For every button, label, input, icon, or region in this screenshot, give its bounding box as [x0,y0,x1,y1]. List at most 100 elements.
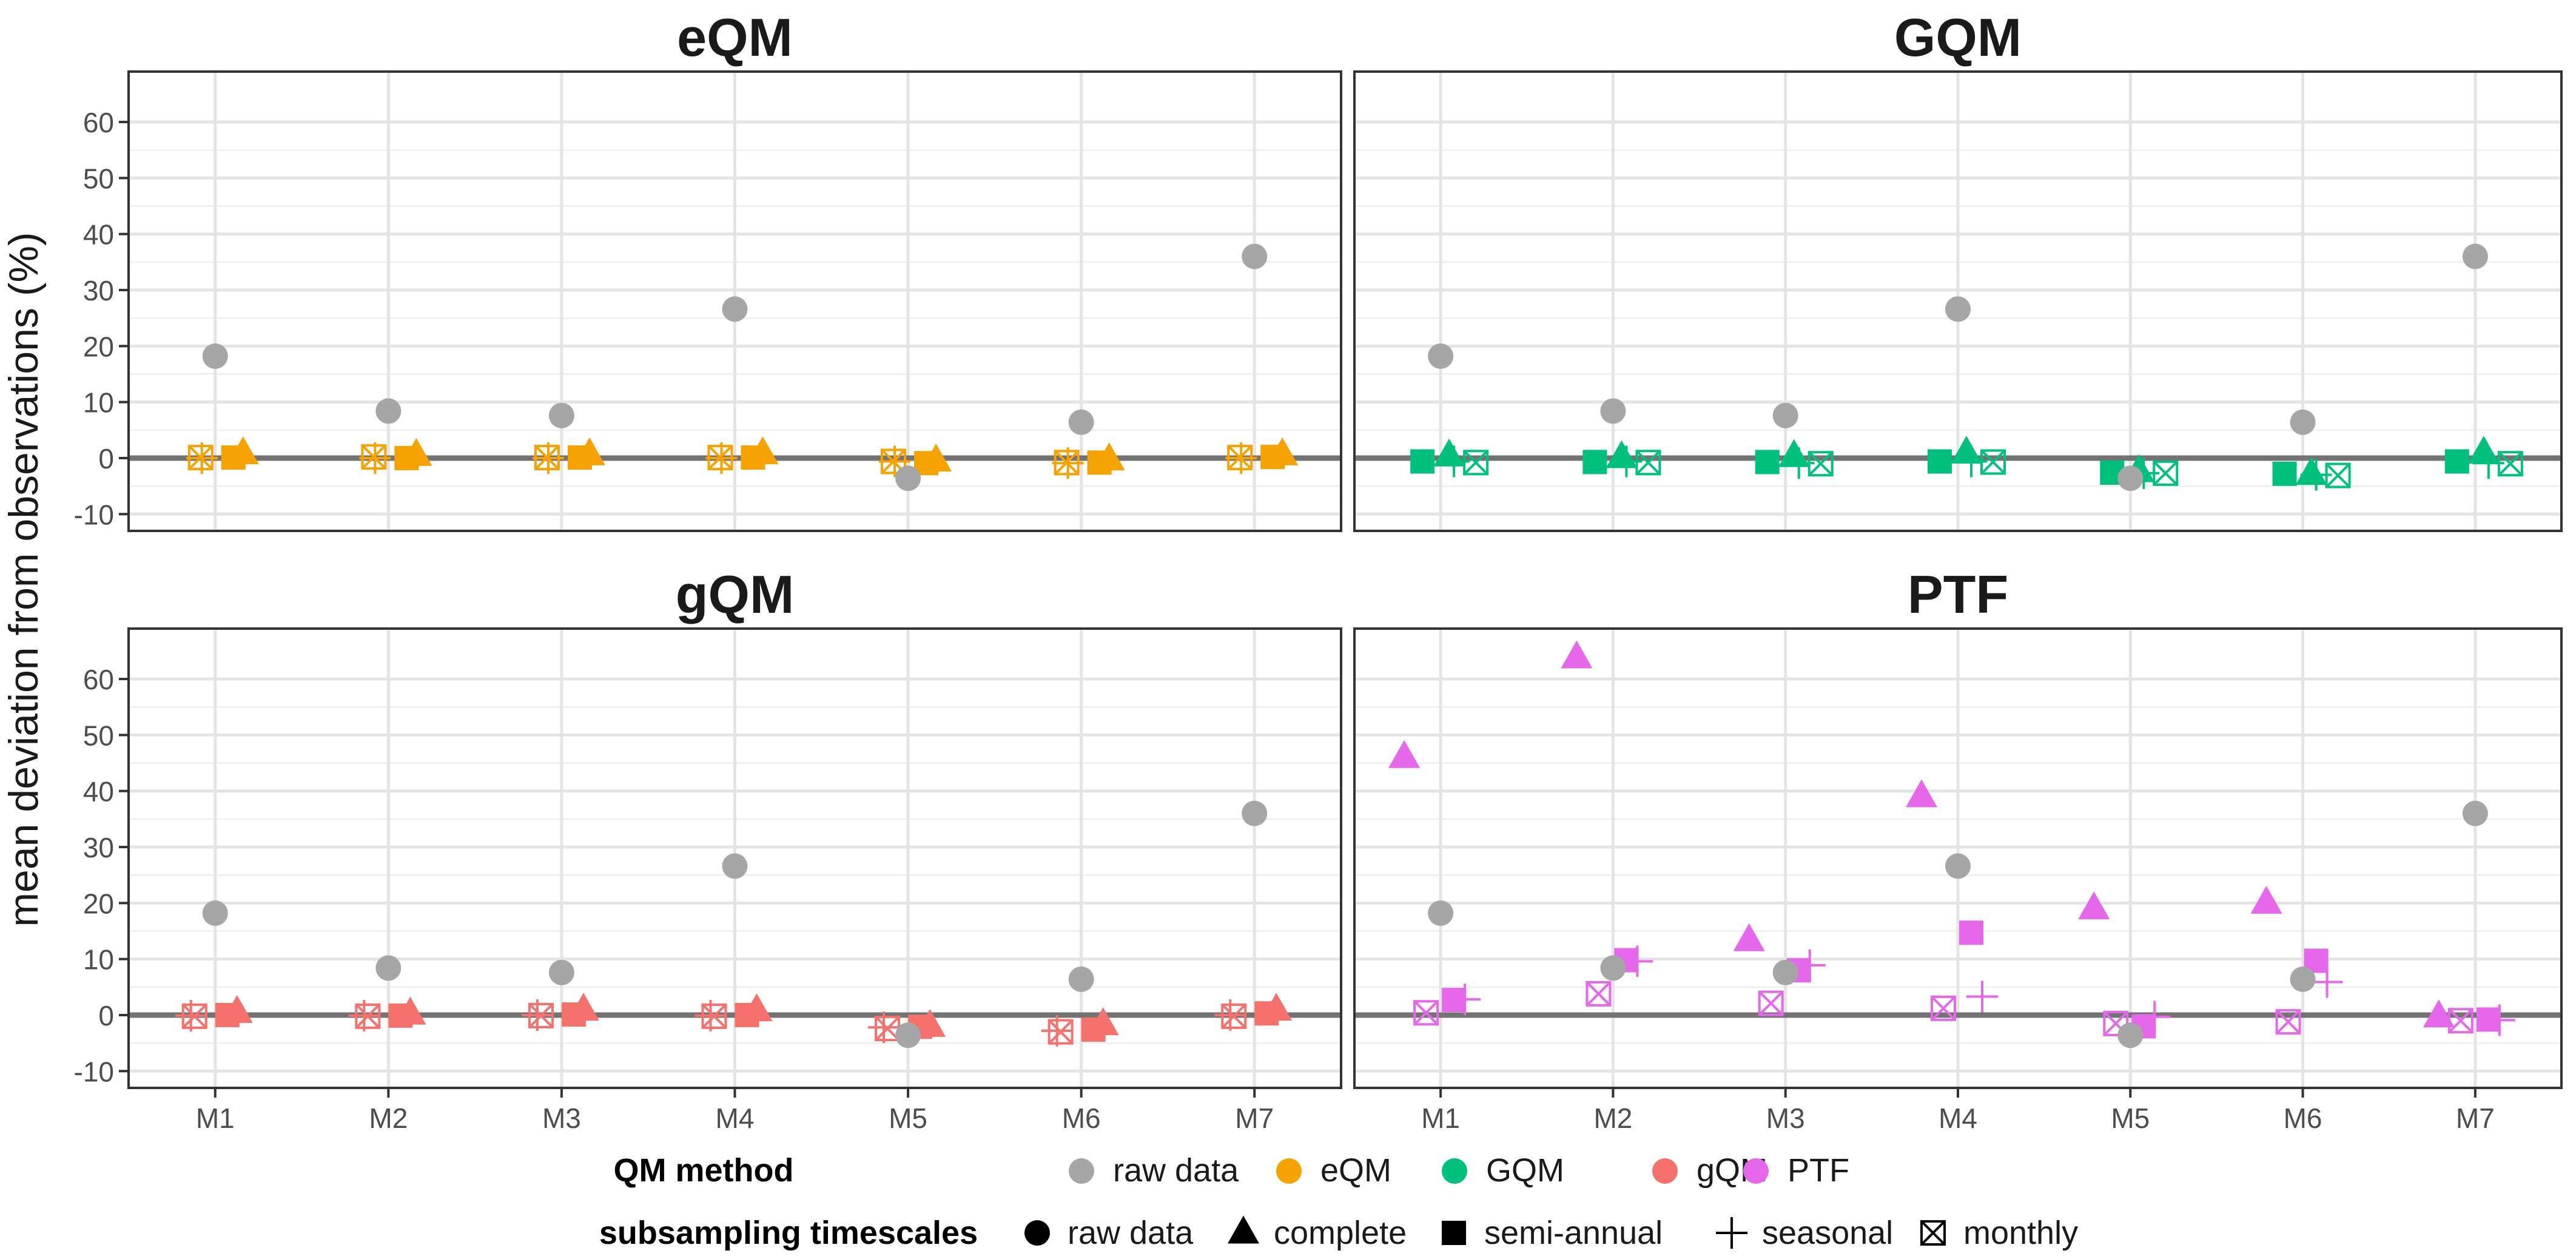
marker-monthly [2275,1009,2301,1035]
legend-timescale-label: seasonal [1762,1215,1893,1251]
legend-method-label: GQM [1486,1152,1564,1189]
marker-complete [2295,457,2327,485]
y-tick-label: 50 [83,720,114,751]
x-tick-label: M5 [2111,1102,2150,1134]
x-tick-label: M4 [716,1102,755,1134]
marker-monthly [1808,451,1834,477]
panel-PTF: PTF M1 M2 M3 M4 M5 M6 M7 [1353,564,2563,1134]
panel-title: PTF [1908,564,2008,624]
legend-timescale-label: raw data [1068,1215,1194,1251]
panel-eQM: eQM -10 0 10 20 30 40 50 60 [74,7,1342,532]
panel-title: eQM [677,7,793,67]
marker-raw-data [1600,955,1626,981]
marker-seasonal [2139,1001,2171,1033]
marker-seasonal [1449,984,1481,1016]
marker-semi-annual [561,1002,586,1027]
marker-monthly [2325,462,2351,488]
marker-raw-data [2462,800,2488,826]
marker-complete [1433,438,1465,467]
marker-raw-data [895,465,921,491]
legend-method-title: QM method [614,1152,794,1189]
marker-seasonal [2311,966,2343,998]
y-tick-label: 0 [98,1000,114,1031]
marker-raw-data [1772,402,1798,428]
legend-method-label: raw data [1113,1152,1239,1189]
marker-monthly [355,1003,381,1029]
x-tick-label: M2 [1593,1102,1632,1134]
legend-timescale-label: semi-annual [1484,1215,1663,1251]
marker-monthly [1054,450,1080,476]
y-tick-label: 20 [83,331,114,362]
marker-raw-data [1242,243,1268,269]
x-tick-label: M6 [2284,1102,2322,1134]
marker-complete [1733,923,1765,951]
marker-raw-data [1068,966,1094,992]
marker-raw-data [1945,296,1971,322]
marker-monthly [1980,449,2006,475]
x-tick-label: M7 [2456,1102,2495,1134]
marker-semi-annual [1755,450,1780,474]
marker-seasonal [2483,1004,2515,1036]
marker-complete [1778,439,1810,467]
panel-GQM: GQM [1353,7,2563,532]
legend-method-key [1652,1158,1678,1184]
marker-monthly [1221,1003,1247,1029]
marker-semi-annual [735,1002,759,1027]
legend-subsampling-timescales: subsampling timescales raw data complete s… [599,1215,2078,1251]
legend-method-key [1069,1158,1094,1184]
marker-monthly [2497,451,2523,477]
x-tick-label: M1 [196,1102,235,1134]
marker-monthly [2447,1008,2473,1034]
marker-raw-data [548,402,574,428]
legend: QM method raw data eQM GQM gQM PTF subsampli… [599,1152,2078,1251]
marker-raw-data [375,955,402,981]
legend-timescale-label: monthly [1963,1215,2078,1251]
y-tick-label: 30 [83,275,114,306]
marker-semi-annual [741,445,765,470]
marker-complete [2078,891,2110,920]
y-tick-label: 40 [83,776,114,808]
x-tick-label: M7 [1235,1102,1274,1134]
marker-raw-data [548,959,574,985]
marker-raw-data [202,900,228,926]
legend-method-key [1276,1158,1302,1184]
marker-complete [1906,779,1937,808]
marker-semi-annual [394,445,419,470]
marker-monthly [1413,1000,1439,1026]
legend-timescale-key [1716,1217,1747,1249]
legend-method-label: eQM [1320,1152,1391,1189]
marker-raw-data [2117,1022,2144,1048]
legend-timescale-title: subsampling timescales [599,1215,978,1251]
marker-monthly [1463,450,1489,476]
legend-qm-method: QM method raw data eQM GQM gQM PTF [614,1152,1849,1189]
marker-raw-data [1242,800,1268,826]
marker-raw-data [1428,900,1454,926]
marker-raw-data [2290,966,2316,992]
panel-gQM: gQM -10 0 10 20 30 40 50 60 M1 M2 M3 M4 M5 M6 M7 [74,564,1342,1134]
y-tick-label: 20 [83,888,114,919]
marker-complete [1388,740,1421,768]
y-tick-label: 10 [83,944,114,976]
legend-timescale-key [1920,1220,1946,1246]
x-tick-label: M6 [1062,1102,1101,1134]
marker-monthly [707,445,733,471]
legend-timescale-label: complete [1274,1215,1407,1251]
marker-complete [2250,885,2282,914]
marker-monthly [701,1003,727,1029]
x-tick-label: M1 [1421,1102,1460,1134]
y-tick-label: 10 [83,387,114,419]
legend-method-key [1743,1158,1769,1184]
marker-complete [2423,999,2455,1028]
x-tick-label: M5 [889,1102,927,1134]
legend-method-label: PTF [1787,1152,1849,1189]
marker-raw-data [202,343,228,369]
marker-semi-annual [388,1003,413,1028]
marker-seasonal [1966,981,1998,1013]
panel-border [1353,70,2563,532]
marker-monthly [1931,995,1956,1021]
y-tick-label: -10 [74,1056,114,1087]
x-tick-label: M3 [1766,1102,1805,1134]
legend-method-key [1442,1158,1467,1184]
marker-raw-data [2290,409,2316,435]
